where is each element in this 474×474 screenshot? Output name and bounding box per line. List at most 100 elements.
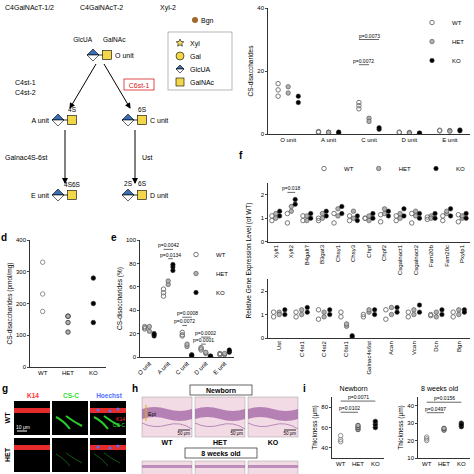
svg-text:KO: KO <box>89 370 98 376</box>
svg-text:HET: HET <box>438 461 450 467</box>
svg-text:C unit: C unit <box>174 360 190 376</box>
svg-text:80: 80 <box>129 261 136 267</box>
svg-text:2S: 2S <box>124 180 133 187</box>
svg-text:O unit: O unit <box>137 360 153 376</box>
svg-text:g: g <box>2 383 8 394</box>
svg-text:Dcn: Dcn <box>433 341 439 352</box>
svg-text:HET: HET <box>452 39 464 45</box>
svg-text:WT: WT <box>216 252 226 258</box>
svg-text:GlcUA: GlcUA <box>190 66 211 73</box>
svg-text:WT: WT <box>336 461 346 467</box>
svg-text:p=0.0001: p=0.0001 <box>193 337 214 343</box>
svg-text:4S6S: 4S6S <box>64 181 81 188</box>
svg-text:Chpf: Chpf <box>366 245 372 258</box>
svg-text:p=0.0042: p=0.0042 <box>158 242 179 248</box>
svg-text:Thickness (μm): Thickness (μm) <box>311 405 319 450</box>
svg-text:Fam20c: Fam20c <box>444 245 450 267</box>
svg-text:0: 0 <box>133 354 137 360</box>
svg-text:50 μm: 50 μm <box>283 431 296 436</box>
svg-text:Chpf2: Chpf2 <box>381 244 387 261</box>
svg-text:C4GalNAcT-2: C4GalNAcT-2 <box>80 4 123 11</box>
svg-text:E unit: E unit <box>31 192 49 199</box>
svg-text:Ust: Ust <box>142 154 153 161</box>
svg-text:Csgalnact1: Csgalnact1 <box>397 244 403 275</box>
svg-text:WT: WT <box>4 412 11 424</box>
svg-text:300: 300 <box>16 269 27 275</box>
svg-text:Vcan: Vcan <box>411 341 417 355</box>
svg-text:C6st1: C6st1 <box>344 341 350 357</box>
svg-text:E unit: E unit <box>212 360 227 375</box>
svg-text:Ust: Ust <box>276 341 282 350</box>
svg-text:CS-C: CS-C <box>113 422 126 428</box>
svg-text:10 μm: 10 μm <box>16 424 30 430</box>
svg-text:A unit: A unit <box>156 360 171 375</box>
svg-text:Chsy3: Chsy3 <box>350 244 356 262</box>
svg-text:B3gat3: B3gat3 <box>319 244 325 264</box>
svg-text:50 μm: 50 μm <box>230 431 243 436</box>
svg-text:C4st-1: C4st-1 <box>15 79 36 86</box>
svg-text:WT: WT <box>452 20 462 26</box>
svg-text:Bgn: Bgn <box>201 17 214 25</box>
svg-text:Chsy1: Chsy1 <box>335 244 341 262</box>
svg-text:p=0.0071: p=0.0071 <box>348 394 369 400</box>
svg-text:KO: KO <box>216 290 225 296</box>
svg-text:D unit: D unit <box>402 137 418 143</box>
svg-text:GalNAc: GalNAc <box>103 36 126 43</box>
svg-text:CS-disaccharides: CS-disaccharides <box>247 45 254 97</box>
svg-text:WT: WT <box>38 370 48 376</box>
svg-text:2: 2 <box>261 288 265 294</box>
svg-text:C4st1: C4st1 <box>299 341 305 357</box>
svg-text:CS-C: CS-C <box>63 392 79 399</box>
svg-text:50 μm: 50 μm <box>177 431 190 436</box>
svg-text:p=0.0008: p=0.0008 <box>177 310 198 316</box>
svg-text:K14: K14 <box>27 392 39 399</box>
svg-text:p=0.0072: p=0.0072 <box>174 318 195 324</box>
svg-text:p=0.0102: p=0.0102 <box>339 405 360 411</box>
svg-text:HET: HET <box>213 439 228 446</box>
svg-text:20: 20 <box>407 438 414 444</box>
svg-text:Galnac4S-6st: Galnac4S-6st <box>5 154 47 161</box>
svg-text:p=0.0156: p=0.0156 <box>434 395 455 401</box>
svg-text:40: 40 <box>257 5 264 11</box>
svg-text:Newborn: Newborn <box>206 387 236 394</box>
svg-text:CS-disaccharides (pmol/mg): CS-disaccharides (pmol/mg) <box>6 263 14 345</box>
svg-text:GalNAc: GalNAc <box>190 79 215 86</box>
svg-text:Csgalnact2: Csgalnact2 <box>413 244 419 275</box>
svg-text:Xyl: Xyl <box>190 40 200 48</box>
svg-text:Thickness (μm): Thickness (μm) <box>397 405 405 450</box>
svg-text:2: 2 <box>261 192 265 198</box>
svg-text:100: 100 <box>126 237 137 243</box>
svg-text:Bgn: Bgn <box>456 341 462 352</box>
svg-text:WT: WT <box>422 461 432 467</box>
svg-text:C unit: C unit <box>150 117 168 124</box>
svg-text:0: 0 <box>261 131 265 137</box>
svg-text:HET: HET <box>4 447 11 462</box>
svg-text:8 weeks old: 8 weeks old <box>421 385 458 392</box>
svg-text:400: 400 <box>16 237 27 243</box>
svg-text:60: 60 <box>321 425 328 431</box>
svg-text:D unit: D unit <box>193 360 209 376</box>
svg-text:30: 30 <box>407 420 414 426</box>
svg-text:1: 1 <box>261 215 265 221</box>
svg-text:1: 1 <box>261 312 265 318</box>
svg-text:40: 40 <box>129 307 136 313</box>
svg-text:Fam20b: Fam20b <box>428 244 434 267</box>
svg-text:h: h <box>132 383 138 394</box>
svg-text:6S: 6S <box>138 180 147 187</box>
svg-text:Newborn: Newborn <box>340 385 368 392</box>
svg-text:0: 0 <box>23 364 27 370</box>
svg-text:Xylt1: Xylt1 <box>273 244 279 258</box>
svg-text:C4GalNAcT-1/2: C4GalNAcT-1/2 <box>5 4 54 11</box>
svg-text:A unit: A unit <box>31 117 49 124</box>
svg-text:Hoechst: Hoechst <box>96 392 122 399</box>
svg-text:KO: KO <box>371 461 380 467</box>
svg-text:GlcUA: GlcUA <box>73 36 92 43</box>
svg-text:40: 40 <box>407 403 414 409</box>
svg-text:Xyl-2: Xyl-2 <box>160 4 176 12</box>
svg-text:E unit: E unit <box>442 137 458 143</box>
svg-text:40: 40 <box>321 445 328 451</box>
svg-text:Pxylp1: Pxylp1 <box>459 244 465 263</box>
svg-text:HET: HET <box>216 271 228 277</box>
svg-text:Acan: Acan <box>388 341 394 355</box>
svg-text:6S: 6S <box>138 106 147 113</box>
